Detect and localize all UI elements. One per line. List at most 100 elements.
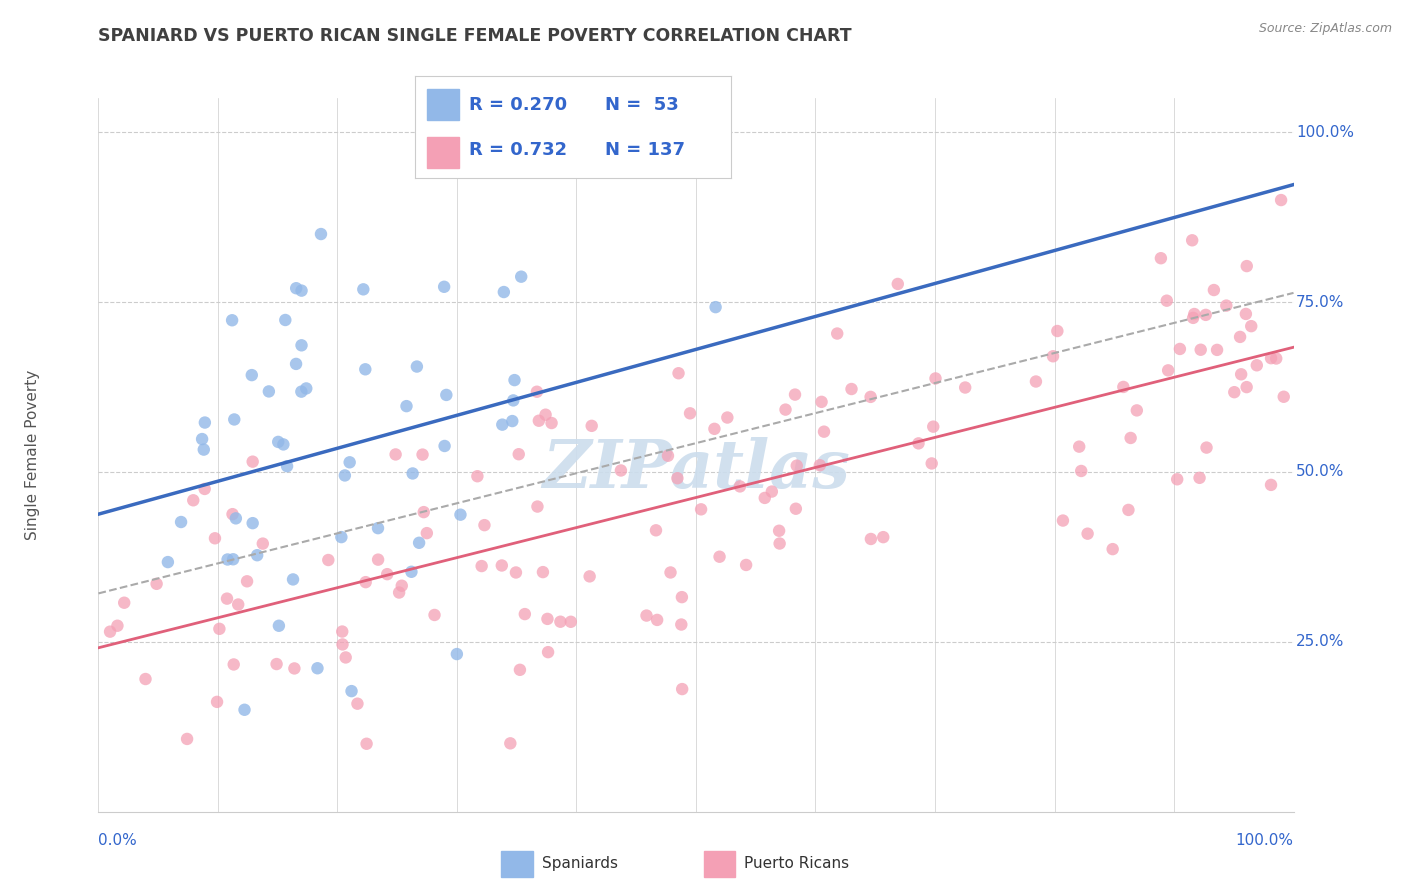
Point: [156, 555, 179, 569]
Point: [335, 650, 357, 665]
Point: [290, 284, 312, 298]
Point: [716, 410, 738, 425]
Point: [1168, 342, 1191, 356]
Point: [224, 412, 246, 426]
Point: [560, 615, 582, 629]
Point: [295, 381, 318, 395]
Point: [318, 553, 340, 567]
Text: 75.0%: 75.0%: [1296, 294, 1344, 310]
Point: [1156, 293, 1178, 308]
Point: [907, 436, 929, 450]
Point: [671, 682, 693, 697]
Point: [709, 549, 731, 564]
Point: [775, 402, 797, 417]
Point: [668, 366, 690, 380]
Point: [1240, 319, 1263, 334]
Point: [645, 524, 668, 538]
Point: [671, 617, 693, 632]
Point: [274, 313, 297, 327]
Point: [408, 536, 430, 550]
Point: [1215, 299, 1237, 313]
Point: [922, 419, 945, 434]
Point: [550, 615, 572, 629]
Bar: [427, 89, 458, 120]
Point: [1042, 349, 1064, 363]
Text: Single Female Poverty: Single Female Poverty: [25, 370, 41, 540]
Point: [537, 645, 560, 659]
Text: 0.0%: 0.0%: [98, 833, 138, 848]
Point: [728, 479, 751, 493]
Point: [423, 607, 446, 622]
Point: [252, 536, 274, 550]
Point: [215, 591, 238, 606]
Point: [1229, 330, 1251, 344]
Point: [290, 384, 312, 399]
Point: [134, 672, 156, 686]
Point: [474, 518, 496, 533]
Point: [703, 422, 725, 436]
Point: [1182, 307, 1205, 321]
Text: 50.0%: 50.0%: [1296, 465, 1344, 479]
Point: [194, 482, 217, 496]
Point: [401, 467, 423, 481]
Point: [205, 695, 228, 709]
Point: [242, 455, 264, 469]
Point: [416, 526, 439, 541]
Point: [1166, 472, 1188, 486]
Point: [367, 521, 389, 535]
Point: [1270, 193, 1292, 207]
Point: [1195, 308, 1218, 322]
Point: [810, 395, 832, 409]
Point: [502, 393, 524, 408]
Point: [1260, 351, 1282, 366]
Point: [1234, 307, 1257, 321]
Point: [953, 380, 976, 394]
Point: [1126, 403, 1149, 417]
Point: [509, 663, 531, 677]
Point: [240, 368, 263, 383]
Point: [354, 575, 377, 590]
Point: [391, 579, 413, 593]
Point: [1119, 431, 1142, 445]
Point: [339, 455, 361, 469]
Point: [395, 399, 418, 413]
Point: [281, 573, 304, 587]
Point: [412, 448, 434, 462]
Point: [257, 384, 280, 399]
Point: [1230, 368, 1253, 382]
Point: [1118, 503, 1140, 517]
Point: [356, 737, 378, 751]
Point: [1195, 441, 1218, 455]
Point: [492, 285, 515, 299]
Point: [499, 736, 522, 750]
Point: [491, 558, 513, 573]
Point: [735, 558, 758, 572]
Text: 100.0%: 100.0%: [1296, 125, 1354, 140]
Point: [813, 425, 835, 439]
Point: [645, 613, 668, 627]
Point: [354, 362, 377, 376]
Point: [112, 596, 135, 610]
Text: R = 0.270: R = 0.270: [468, 95, 567, 113]
Point: [267, 434, 290, 449]
Text: ZIPatlas: ZIPatlas: [543, 437, 849, 501]
Point: [581, 418, 603, 433]
Bar: [501, 851, 533, 877]
Point: [527, 414, 550, 428]
Point: [536, 612, 558, 626]
Point: [273, 437, 295, 451]
Point: [181, 493, 204, 508]
Point: [513, 607, 536, 621]
Point: [107, 618, 129, 632]
Point: [1206, 343, 1229, 357]
Point: [309, 227, 332, 241]
Point: [679, 406, 702, 420]
Point: [307, 661, 329, 675]
Point: [783, 387, 806, 401]
Point: [145, 577, 167, 591]
Point: [433, 439, 456, 453]
Point: [208, 622, 231, 636]
Point: [1070, 464, 1092, 478]
Point: [330, 530, 353, 544]
Point: [872, 530, 894, 544]
